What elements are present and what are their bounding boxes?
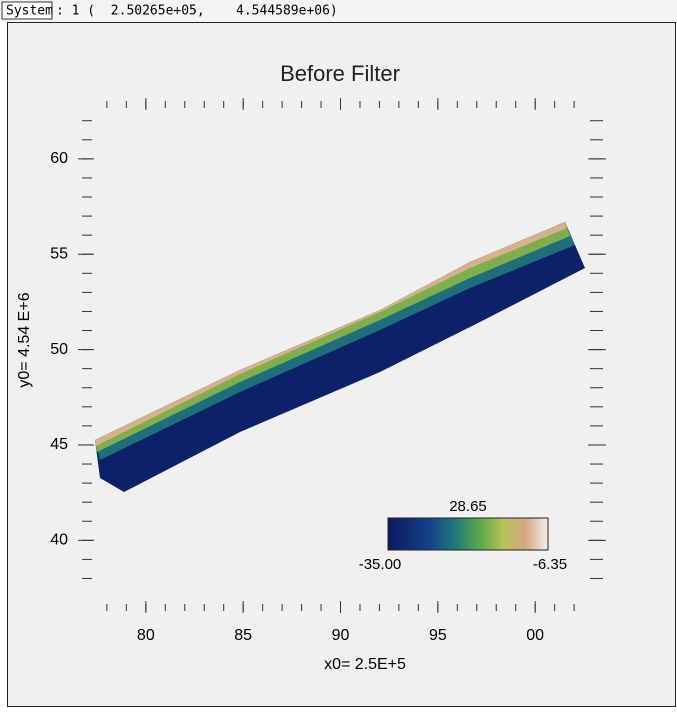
status-text: : 1 ( 2.50265e+05, 4.544589e+06) xyxy=(56,4,338,19)
colorbar-max: -6.35 xyxy=(533,556,567,573)
x-axis-label: x0= 2.5E+5 xyxy=(324,656,406,673)
plot-title: Before Filter xyxy=(280,61,400,86)
colorbar-min: -35.00 xyxy=(359,556,402,573)
y-tick-label: 55 xyxy=(50,245,68,262)
x-tick-label: 85 xyxy=(234,627,252,644)
axes: 80 85 90 95 00 40 45 50 55 60 xyxy=(50,98,606,644)
x-tick-label: 80 xyxy=(137,627,155,644)
status-bar xyxy=(0,0,677,22)
y-tick-label: 40 xyxy=(50,532,68,549)
x-tick-label: 95 xyxy=(429,627,447,644)
y-axis-label: y0= 4.54 E+6 xyxy=(16,292,33,387)
y-tick-label: 45 xyxy=(50,436,68,453)
x-tick-label: 00 xyxy=(526,627,544,644)
colorbar-title: 28.65 xyxy=(449,498,487,515)
swath xyxy=(95,222,585,492)
y-tick-label: 60 xyxy=(50,150,68,167)
status-label-box xyxy=(1,1,53,20)
colorbar xyxy=(387,517,549,551)
y-tick-label: 50 xyxy=(50,341,68,358)
status-label: System xyxy=(6,4,53,19)
x-tick-label: 90 xyxy=(332,627,350,644)
